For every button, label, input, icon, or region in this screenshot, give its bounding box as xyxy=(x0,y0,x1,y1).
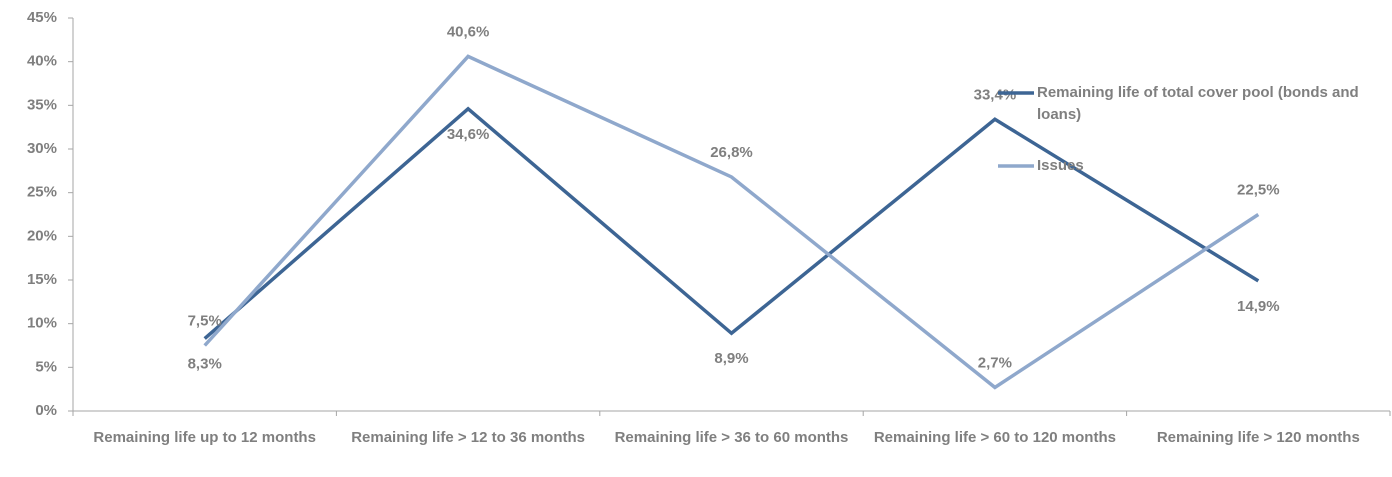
y-tick-label: 30% xyxy=(27,140,57,157)
legend-label: Remaining life of total cover pool (bond… xyxy=(1037,84,1359,123)
data-label: 26,8% xyxy=(710,144,753,161)
x-tick-label: Remaining life > 36 to 60 months xyxy=(614,429,849,446)
x-tick-label: Remaining life > 60 to 120 months xyxy=(873,429,1116,446)
x-tick-label: Remaining life > 12 to 36 months xyxy=(351,429,585,446)
y-tick-label: 10% xyxy=(27,315,57,332)
data-label: 8,9% xyxy=(714,350,748,367)
y-tick-label: 45% xyxy=(27,9,57,26)
y-tick-label: 40% xyxy=(27,53,57,70)
y-tick-label: 20% xyxy=(27,227,57,244)
y-tick-label: 15% xyxy=(27,271,57,288)
y-tick-label: 35% xyxy=(27,96,57,113)
series-line xyxy=(203,54,1260,390)
legend-label: Issues xyxy=(1037,157,1084,174)
x-tick-label: Remaining life up to 12 months xyxy=(93,429,316,446)
y-tick-label: 5% xyxy=(35,358,57,375)
data-label: 33,4% xyxy=(974,86,1017,103)
y-tick-label: 0% xyxy=(35,402,57,419)
y-tick-label: 25% xyxy=(27,184,57,201)
data-label: 14,9% xyxy=(1237,298,1280,315)
data-label: 34,6% xyxy=(447,126,490,143)
data-label: 8,3% xyxy=(188,355,222,372)
data-label: 22,5% xyxy=(1237,181,1280,198)
x-tick-label: Remaining life > 120 months xyxy=(1156,429,1360,446)
series-line xyxy=(203,106,1260,340)
data-label: 40,6% xyxy=(447,23,490,40)
data-label: 7,5% xyxy=(188,312,222,329)
data-label: 2,7% xyxy=(978,354,1012,371)
